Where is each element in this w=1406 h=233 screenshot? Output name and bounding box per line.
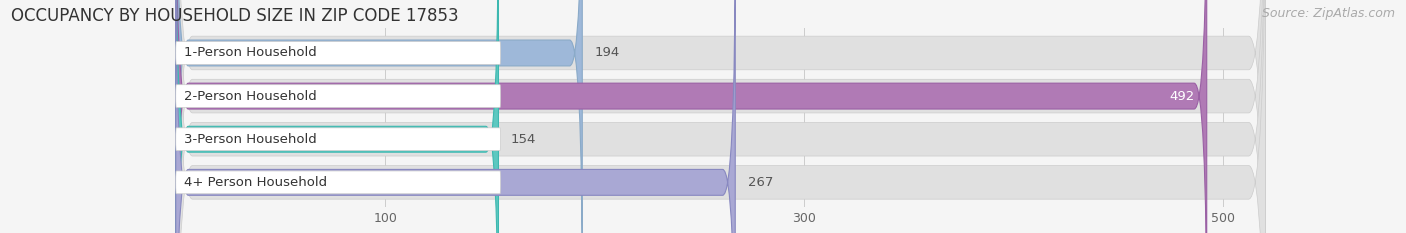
FancyBboxPatch shape: [176, 128, 501, 151]
FancyBboxPatch shape: [176, 171, 501, 194]
Text: OCCUPANCY BY HOUSEHOLD SIZE IN ZIP CODE 17853: OCCUPANCY BY HOUSEHOLD SIZE IN ZIP CODE …: [11, 7, 458, 25]
Text: 267: 267: [748, 176, 773, 189]
FancyBboxPatch shape: [176, 85, 501, 107]
FancyBboxPatch shape: [176, 0, 1265, 233]
FancyBboxPatch shape: [176, 0, 499, 233]
FancyBboxPatch shape: [176, 0, 1265, 233]
FancyBboxPatch shape: [176, 0, 1265, 233]
FancyBboxPatch shape: [176, 0, 1265, 233]
Text: 154: 154: [510, 133, 537, 146]
Text: 3-Person Household: 3-Person Household: [184, 133, 316, 146]
FancyBboxPatch shape: [176, 0, 735, 233]
Text: Source: ZipAtlas.com: Source: ZipAtlas.com: [1261, 7, 1395, 20]
FancyBboxPatch shape: [176, 0, 1206, 233]
FancyBboxPatch shape: [176, 0, 582, 233]
Text: 2-Person Household: 2-Person Household: [184, 90, 316, 103]
Text: 1-Person Household: 1-Person Household: [184, 46, 316, 59]
Text: 492: 492: [1168, 90, 1194, 103]
Text: 4+ Person Household: 4+ Person Household: [184, 176, 328, 189]
FancyBboxPatch shape: [176, 41, 501, 64]
Text: 194: 194: [595, 46, 620, 59]
